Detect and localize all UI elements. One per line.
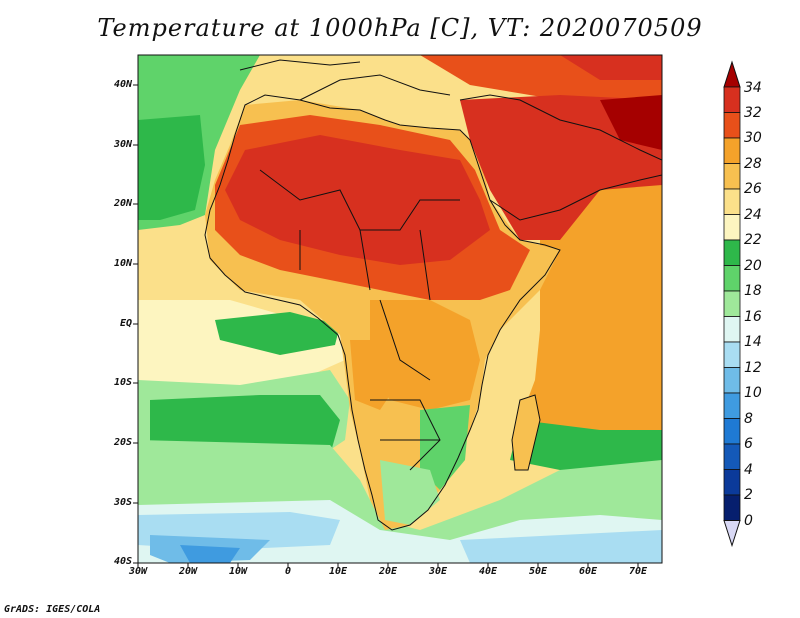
lon-label: 60E xyxy=(578,566,598,577)
colorbar-label: 24 xyxy=(744,207,762,223)
colorbar-label: 32 xyxy=(744,105,762,121)
colorbar-swatch xyxy=(723,341,741,368)
colorbar-label: 16 xyxy=(744,309,762,325)
lat-label: 10S xyxy=(113,377,132,388)
colorbar-label: 26 xyxy=(744,181,762,197)
coastlines xyxy=(204,59,662,531)
lon-label: 40E xyxy=(478,566,498,577)
colorbar-label: 12 xyxy=(744,360,762,376)
colorbar-top-arrow xyxy=(723,60,741,88)
colorbar-swatch xyxy=(723,86,741,113)
colorbar-label: 20 xyxy=(744,258,762,274)
colorbar-swatch xyxy=(723,392,741,419)
lat-label: 30S xyxy=(113,497,132,508)
colorbar-swatch xyxy=(723,367,741,394)
map-title: Temperature at 1000hPa [C], VT: 20200705… xyxy=(97,14,703,42)
colorbar-label: 28 xyxy=(744,156,762,172)
colorbar-label: 6 xyxy=(744,436,753,452)
axis-ticks xyxy=(133,84,639,568)
colorbar-swatch xyxy=(723,469,741,496)
colorbar-label: 2 xyxy=(744,487,753,503)
lon-label: 50E xyxy=(528,566,548,577)
colorbar-swatch xyxy=(723,290,741,317)
colorbar-swatch xyxy=(723,137,741,164)
colorbar-bottom-arrow xyxy=(723,520,741,548)
lat-label: 10N xyxy=(113,258,132,269)
lon-label: 70E xyxy=(628,566,648,577)
lon-label: 30W xyxy=(128,566,148,577)
colorbar-label: 0 xyxy=(744,513,753,529)
colorbar-swatch xyxy=(723,265,741,292)
lat-label: 30N xyxy=(113,139,132,150)
lat-label: 20N xyxy=(113,198,132,209)
colorbar-swatch xyxy=(723,163,741,190)
colorbar-label: 34 xyxy=(744,80,762,96)
lon-label: 30E xyxy=(428,566,448,577)
footer-credit: GrADS: IGES/COLA xyxy=(4,604,101,615)
colorbar xyxy=(723,60,741,548)
colorbar-swatch xyxy=(723,443,741,470)
colorbar-label: 14 xyxy=(744,334,762,350)
colorbar-label: 18 xyxy=(744,283,762,299)
lat-label: 40S xyxy=(113,556,132,567)
colorbar-swatch xyxy=(723,418,741,445)
colorbar-swatch xyxy=(723,188,741,215)
colorbar-swatch xyxy=(723,239,741,266)
map-frame xyxy=(137,54,663,564)
lat-label: EQ xyxy=(119,318,132,329)
colorbar-label: 30 xyxy=(744,130,762,146)
lon-label: 10E xyxy=(328,566,348,577)
colorbar-swatch xyxy=(723,316,741,343)
colorbar-swatch xyxy=(723,112,741,139)
colorbar-label: 4 xyxy=(744,462,753,478)
lat-label: 40N xyxy=(113,79,132,90)
colorbar-label: 10 xyxy=(744,385,762,401)
lon-label: 10W xyxy=(228,566,248,577)
lon-label: 0 xyxy=(284,566,292,577)
colorbar-label: 22 xyxy=(744,232,762,248)
colorbar-swatch xyxy=(723,494,741,521)
temperature-field xyxy=(138,55,662,563)
colorbar-swatch xyxy=(723,214,741,241)
lon-label: 20W xyxy=(178,566,198,577)
lat-label: 20S xyxy=(113,437,132,448)
lon-label: 20E xyxy=(378,566,398,577)
colorbar-label: 8 xyxy=(744,411,753,427)
